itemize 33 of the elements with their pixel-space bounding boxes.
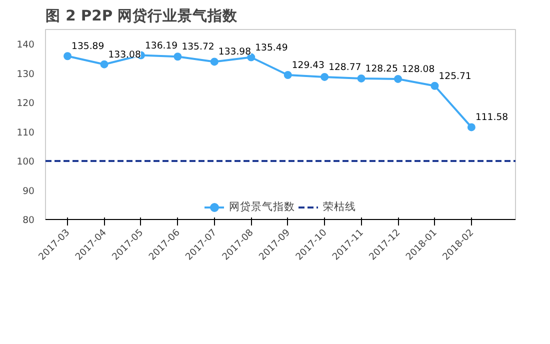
y-tick-label: 100 (16, 156, 35, 168)
y-tick-label: 80 (22, 215, 35, 226)
point (394, 74, 402, 83)
point (320, 72, 329, 81)
point (247, 53, 256, 62)
data-label: 133.98 (218, 46, 252, 58)
point (430, 82, 439, 90)
data-label: 136.19 (144, 40, 178, 52)
point (64, 52, 72, 60)
legend-label: 荣枯线 (323, 200, 356, 214)
y-tick-label: 130 (16, 68, 35, 80)
data-label: 133.08 (108, 49, 141, 60)
data-label: 129.43 (292, 60, 325, 72)
point (210, 58, 218, 66)
data-label: 135.89 (72, 41, 104, 52)
data-label: 135.72 (182, 42, 214, 53)
data-label: 111.58 (475, 112, 508, 124)
data-label: 128.08 (402, 64, 435, 75)
point (100, 60, 108, 68)
data-label: 128.25 (365, 63, 398, 74)
chart-title: 图 2 P2P 网贷行业景气指数 (46, 8, 239, 24)
point (467, 123, 476, 132)
data-label: 125.71 (438, 70, 472, 82)
data-label: 128.77 (328, 62, 362, 73)
legend-label: 网贷景气指数 (229, 200, 295, 214)
data-label: 135.49 (255, 42, 288, 54)
point (357, 74, 366, 82)
y-tick-label: 110 (16, 127, 35, 138)
y-tick-label: 140 (16, 40, 35, 51)
y-tick-label: 90 (22, 186, 35, 197)
point (284, 71, 292, 80)
point (174, 52, 182, 61)
y-tick-label: 120 (16, 98, 35, 110)
